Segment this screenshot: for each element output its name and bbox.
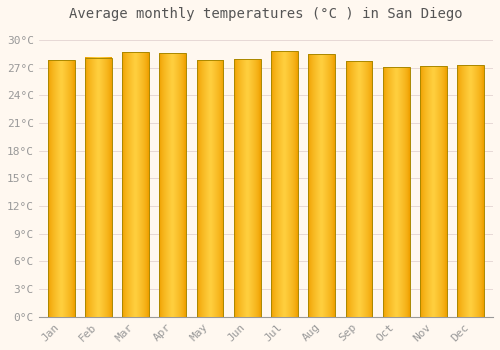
Bar (346, 61, 372, 317)
Bar (308, 54, 335, 317)
Bar (234, 60, 260, 317)
Bar (420, 66, 447, 317)
Bar (196, 61, 224, 317)
Bar (458, 65, 484, 317)
Bar (383, 67, 409, 317)
Bar (48, 61, 74, 317)
Title: Average monthly temperatures (°C ) in San Diego: Average monthly temperatures (°C ) in Sa… (69, 7, 462, 21)
Bar (85, 58, 112, 317)
Bar (160, 53, 186, 317)
Bar (271, 51, 298, 317)
Bar (122, 52, 149, 317)
